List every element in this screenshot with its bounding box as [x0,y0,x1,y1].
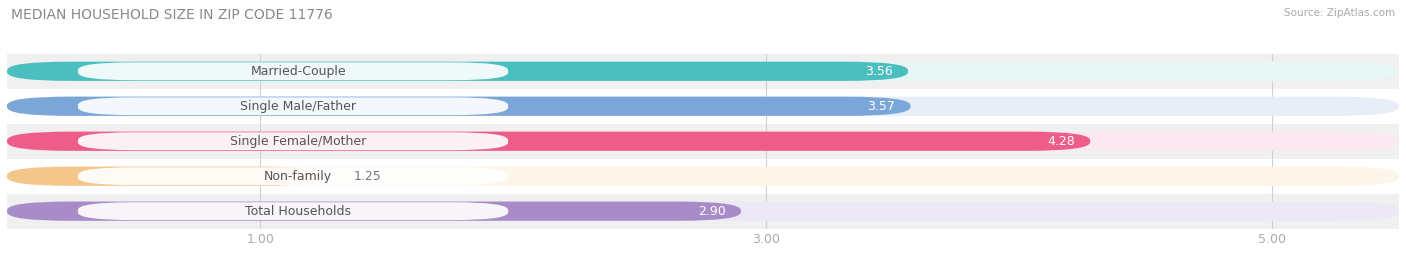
FancyBboxPatch shape [77,132,508,150]
FancyBboxPatch shape [7,54,1399,89]
Text: Single Male/Father: Single Male/Father [240,100,356,113]
Text: 3.56: 3.56 [865,65,893,78]
Text: 3.57: 3.57 [868,100,896,113]
FancyBboxPatch shape [77,202,508,220]
FancyBboxPatch shape [77,97,508,115]
FancyBboxPatch shape [7,167,1399,186]
FancyBboxPatch shape [7,124,1399,159]
FancyBboxPatch shape [7,132,1090,151]
FancyBboxPatch shape [77,167,508,185]
Text: 2.90: 2.90 [697,205,725,218]
FancyBboxPatch shape [7,62,908,81]
FancyBboxPatch shape [7,62,1399,81]
Text: Source: ZipAtlas.com: Source: ZipAtlas.com [1284,8,1395,18]
FancyBboxPatch shape [7,89,1399,124]
FancyBboxPatch shape [7,194,1399,229]
FancyBboxPatch shape [7,201,741,221]
FancyBboxPatch shape [7,97,911,116]
Text: Married-Couple: Married-Couple [250,65,346,78]
Text: 1.25: 1.25 [354,170,381,183]
Text: 4.28: 4.28 [1047,135,1076,148]
FancyBboxPatch shape [7,167,323,186]
Text: Single Female/Mother: Single Female/Mother [231,135,366,148]
FancyBboxPatch shape [77,62,508,80]
FancyBboxPatch shape [7,97,1399,116]
Text: Total Households: Total Households [245,205,352,218]
FancyBboxPatch shape [7,159,1399,194]
Text: MEDIAN HOUSEHOLD SIZE IN ZIP CODE 11776: MEDIAN HOUSEHOLD SIZE IN ZIP CODE 11776 [11,8,333,22]
FancyBboxPatch shape [7,201,1399,221]
Text: Non-family: Non-family [264,170,332,183]
FancyBboxPatch shape [7,132,1399,151]
